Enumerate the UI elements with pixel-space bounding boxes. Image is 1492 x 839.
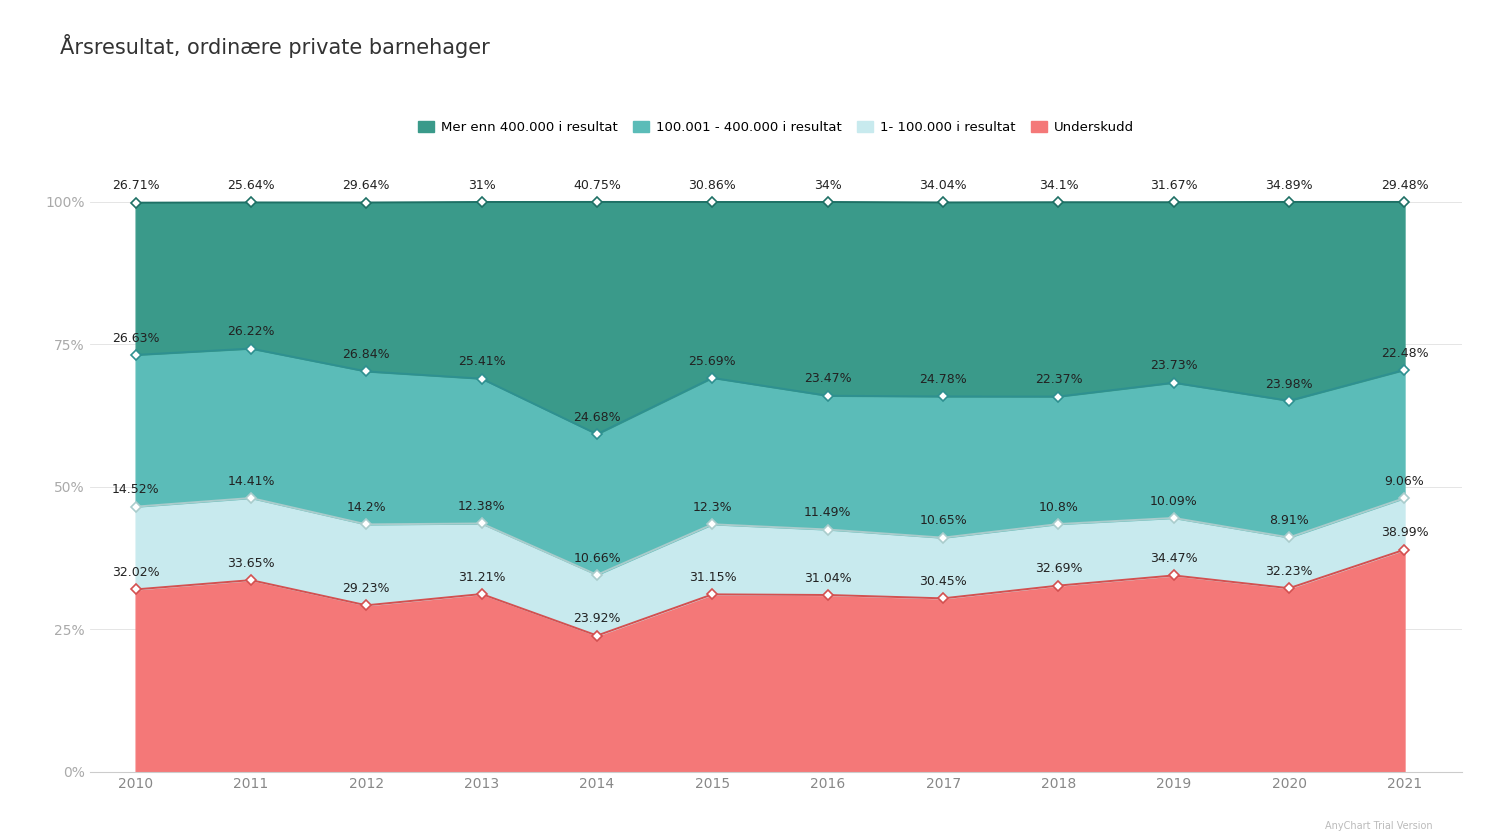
Legend: Mer enn 400.000 i resultat, 100.001 - 400.000 i resultat, 1- 100.000 i resultat,: Mer enn 400.000 i resultat, 100.001 - 40… xyxy=(413,116,1138,139)
Text: 30.45%: 30.45% xyxy=(919,575,967,588)
Text: 30.86%: 30.86% xyxy=(688,179,736,192)
Text: 33.65%: 33.65% xyxy=(227,557,275,570)
Text: 26.22%: 26.22% xyxy=(227,326,275,338)
Text: 25.69%: 25.69% xyxy=(689,355,736,367)
Text: 29.48%: 29.48% xyxy=(1380,179,1428,191)
Text: 26.71%: 26.71% xyxy=(112,180,160,192)
Text: 31.15%: 31.15% xyxy=(689,571,736,584)
Text: 10.65%: 10.65% xyxy=(919,514,967,528)
Text: 31.21%: 31.21% xyxy=(458,571,506,584)
Text: 34.47%: 34.47% xyxy=(1150,552,1198,565)
Text: 23.92%: 23.92% xyxy=(573,612,621,625)
Text: 34.1%: 34.1% xyxy=(1038,179,1079,192)
Text: 25.41%: 25.41% xyxy=(458,356,506,368)
Text: 32.02%: 32.02% xyxy=(112,566,160,579)
Text: 32.23%: 32.23% xyxy=(1265,565,1313,578)
Text: 10.8%: 10.8% xyxy=(1038,501,1079,513)
Text: 14.2%: 14.2% xyxy=(346,501,386,514)
Text: 24.68%: 24.68% xyxy=(573,411,621,424)
Text: 22.37%: 22.37% xyxy=(1034,373,1082,386)
Text: 23.47%: 23.47% xyxy=(804,373,852,385)
Text: 29.64%: 29.64% xyxy=(343,180,389,192)
Text: 23.98%: 23.98% xyxy=(1265,378,1313,390)
Text: 10.66%: 10.66% xyxy=(573,551,621,565)
Text: AnyChart Trial Version: AnyChart Trial Version xyxy=(1325,821,1432,831)
Text: 32.69%: 32.69% xyxy=(1034,562,1082,576)
Text: 26.63%: 26.63% xyxy=(112,331,160,345)
Text: 29.23%: 29.23% xyxy=(343,582,389,595)
Text: 10.09%: 10.09% xyxy=(1150,495,1198,508)
Text: 26.84%: 26.84% xyxy=(343,348,391,361)
Text: 40.75%: 40.75% xyxy=(573,179,621,191)
Text: Årsresultat, ordinære private barnehager: Årsresultat, ordinære private barnehager xyxy=(60,34,489,58)
Text: 14.52%: 14.52% xyxy=(112,483,160,497)
Text: 34.04%: 34.04% xyxy=(919,180,967,192)
Text: 12.38%: 12.38% xyxy=(458,500,506,513)
Text: 14.41%: 14.41% xyxy=(227,475,275,487)
Text: 34.89%: 34.89% xyxy=(1265,179,1313,191)
Text: 23.73%: 23.73% xyxy=(1150,359,1198,373)
Text: 31.04%: 31.04% xyxy=(804,571,852,585)
Text: 34%: 34% xyxy=(813,179,841,192)
Text: 9.06%: 9.06% xyxy=(1385,475,1425,487)
Text: 31%: 31% xyxy=(468,179,495,192)
Text: 31.67%: 31.67% xyxy=(1150,179,1198,192)
Text: 11.49%: 11.49% xyxy=(804,506,852,519)
Text: 25.64%: 25.64% xyxy=(227,180,275,192)
Text: 12.3%: 12.3% xyxy=(692,501,733,514)
Text: 24.78%: 24.78% xyxy=(919,373,967,386)
Text: 22.48%: 22.48% xyxy=(1380,347,1428,360)
Text: 8.91%: 8.91% xyxy=(1270,514,1308,527)
Text: 38.99%: 38.99% xyxy=(1380,526,1428,539)
